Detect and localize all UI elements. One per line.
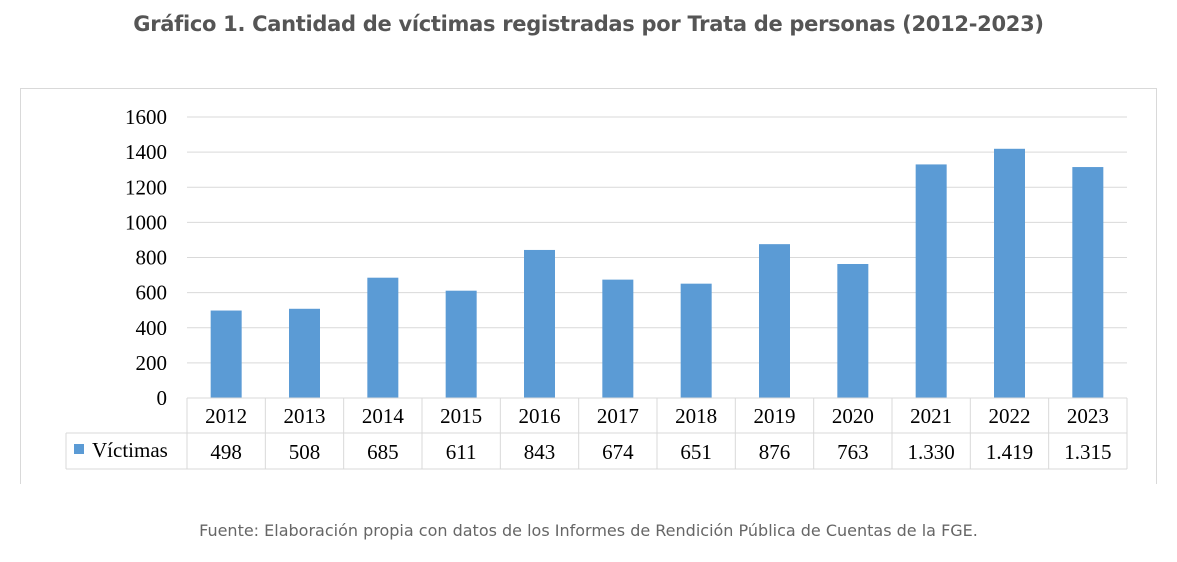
- x-tick-label: 2017: [597, 404, 639, 428]
- chart-title: Gráfico 1. Cantidad de víctimas registra…: [133, 12, 1044, 36]
- bar: [1072, 167, 1104, 398]
- bar: [759, 244, 790, 398]
- bar: [289, 308, 320, 398]
- legend-label: Víctimas: [92, 438, 168, 462]
- data-table-value: 843: [524, 440, 556, 464]
- data-table-value: 498: [210, 440, 242, 464]
- x-tick-label: 2013: [284, 404, 326, 428]
- y-tick-label: 0: [157, 386, 168, 410]
- data-table-value: 651: [680, 440, 712, 464]
- data-table-value: 1.315: [1064, 440, 1111, 464]
- y-tick-label: 600: [136, 281, 168, 305]
- bar: [210, 310, 242, 398]
- data-table-value: 1.330: [908, 440, 955, 464]
- y-tick-label: 800: [136, 246, 168, 270]
- y-tick-label: 400: [136, 316, 168, 340]
- bar: [367, 277, 399, 398]
- legend-swatch: [74, 444, 84, 454]
- x-tick-label: 2018: [675, 404, 717, 428]
- data-table-value: 1.419: [986, 440, 1033, 464]
- x-tick-label: 2014: [362, 404, 405, 428]
- bar: [837, 263, 869, 398]
- x-tick-label: 2015: [440, 404, 482, 428]
- data-table-value: 508: [289, 440, 321, 464]
- bar: [602, 279, 634, 398]
- y-tick-label: 1200: [125, 175, 167, 199]
- x-tick-label: 2019: [754, 404, 796, 428]
- data-table-value: 611: [446, 440, 477, 464]
- data-table-value: 685: [367, 440, 399, 464]
- bar: [994, 148, 1025, 398]
- x-tick-label: 2020: [832, 404, 874, 428]
- y-tick-label: 1000: [125, 210, 167, 234]
- data-table-value: 763: [837, 440, 869, 464]
- x-tick-label: 2022: [989, 404, 1031, 428]
- x-tick-label: 2021: [910, 404, 952, 428]
- bar: [680, 283, 712, 398]
- data-table-value: 876: [759, 440, 791, 464]
- bar: [445, 290, 477, 398]
- x-tick-label: 2023: [1067, 404, 1109, 428]
- source-note: Fuente: Elaboración propia con datos de …: [199, 521, 978, 540]
- bar: [915, 164, 947, 398]
- bar: [524, 249, 555, 398]
- chart-frame: [20, 88, 1157, 484]
- y-tick-label: 1400: [125, 140, 167, 164]
- x-tick-label: 2012: [205, 404, 247, 428]
- data-table-value: 674: [602, 440, 634, 464]
- x-tick-label: 2016: [519, 404, 561, 428]
- y-tick-label: 1600: [125, 105, 167, 129]
- y-tick-label: 200: [136, 351, 168, 375]
